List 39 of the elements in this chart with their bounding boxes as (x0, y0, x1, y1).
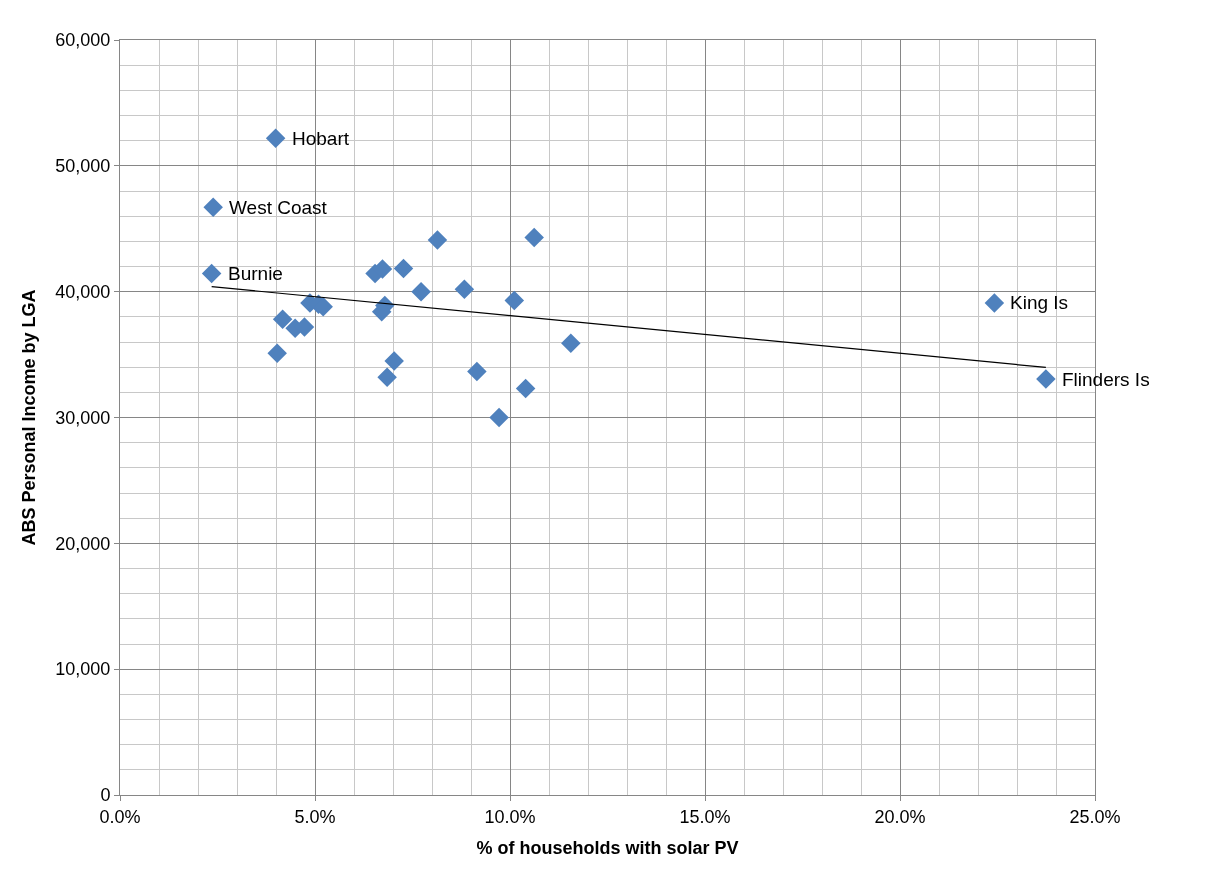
point (272, 309, 293, 330)
x-axis-title: % of households with solar PV (476, 837, 739, 858)
point (1036, 369, 1056, 389)
point (515, 378, 536, 399)
point (489, 407, 509, 428)
point (454, 279, 475, 299)
point (984, 293, 1005, 313)
x-tick-label: 10.0% (484, 806, 536, 827)
y-tick-label: 60,000 (55, 30, 111, 51)
point (377, 367, 397, 387)
point (561, 333, 581, 354)
y-axis-title: ABS Personal Income by LGA (18, 289, 39, 546)
point (265, 128, 286, 148)
x-tick-label: 0.0% (99, 806, 141, 827)
point (203, 197, 223, 218)
y-tick-label: 10,000 (55, 659, 111, 680)
y-tick-label: 0 (100, 785, 111, 806)
y-tick-label: 50,000 (55, 156, 111, 177)
y-tick-label: 40,000 (55, 281, 111, 302)
annotation: West Coast (229, 197, 328, 218)
annotation: Hobart (292, 128, 350, 149)
annotation: Flinders Is (1062, 369, 1150, 390)
point (267, 343, 287, 364)
point (427, 230, 448, 250)
point (411, 281, 431, 302)
x-tick-label: 20.0% (874, 806, 926, 827)
annotation: Burnie (228, 263, 283, 284)
x-tick-label: 5.0% (294, 806, 336, 827)
x-tick-label: 25.0% (1069, 806, 1121, 827)
y-tick-label: 20,000 (55, 533, 111, 554)
annotation: King Is (1010, 292, 1069, 313)
y-tick-label: 30,000 (55, 407, 111, 428)
point (524, 227, 544, 248)
point (201, 263, 222, 284)
point (504, 290, 525, 311)
x-tick-label: 15.0% (679, 806, 731, 827)
point (467, 361, 487, 382)
point (384, 351, 404, 371)
point (393, 258, 414, 279)
